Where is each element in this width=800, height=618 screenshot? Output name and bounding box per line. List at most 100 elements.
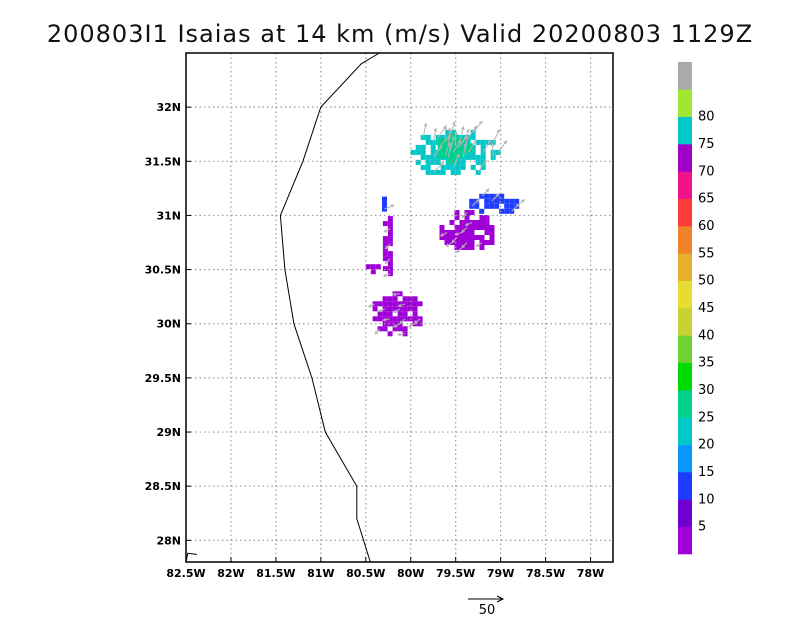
colorbar-label: 40 xyxy=(698,328,715,343)
wind-cell xyxy=(450,129,456,135)
wind-vector xyxy=(397,332,406,337)
wind-cell xyxy=(387,296,393,302)
colorbar-segment xyxy=(678,198,692,227)
wind-cell xyxy=(402,306,408,312)
wind-cell xyxy=(387,261,393,267)
wind-cell xyxy=(460,164,466,170)
longitude-ticks: 82.5W 82W 81.5W 81W 80.5W 80W 79.5W 79W 78.5W 78W xyxy=(166,557,604,580)
wind-cell xyxy=(402,296,408,302)
wind-cell xyxy=(449,220,455,225)
colorbar-label: 55 xyxy=(698,246,715,261)
wind-vector xyxy=(475,242,483,248)
wind-cell xyxy=(455,134,461,140)
wind-cell xyxy=(494,203,500,209)
wind-cell xyxy=(370,264,376,270)
wind-cell xyxy=(439,225,445,230)
wind-cell xyxy=(484,225,490,230)
wind-cell xyxy=(442,148,448,154)
wind-cell xyxy=(435,169,441,175)
wind-cell xyxy=(485,139,491,145)
wind-cell xyxy=(459,235,465,240)
wind-cell xyxy=(454,210,460,215)
wind-cell xyxy=(387,216,393,222)
wind-cell xyxy=(464,220,470,225)
wind-cell xyxy=(420,144,426,150)
wind-cell xyxy=(425,159,431,165)
wind-cell xyxy=(469,245,475,250)
wind-cell xyxy=(447,158,453,164)
wind-cell xyxy=(439,230,445,235)
wind-cell xyxy=(484,203,490,209)
wind-cell xyxy=(387,231,393,237)
wind-cell xyxy=(484,193,490,199)
wind-cell xyxy=(444,240,450,245)
wind-vector xyxy=(384,204,395,210)
wind-vector xyxy=(432,127,438,143)
wind-cell xyxy=(382,301,388,307)
wind-cell xyxy=(377,311,383,317)
colorbar-label: 5 xyxy=(698,520,706,535)
wind-cell xyxy=(392,301,398,307)
wind-cell xyxy=(402,311,408,317)
wind-vector xyxy=(413,318,421,324)
latitude-ticks: 28N 28.5N 29N 29.5N 30N 30.5N 31N 31.5N 32N xyxy=(145,101,191,547)
wind-vector xyxy=(422,122,428,138)
wind-cell xyxy=(397,326,403,332)
colorbar-segment xyxy=(678,362,692,391)
wind-vector xyxy=(382,273,391,277)
wind-vector xyxy=(491,193,500,202)
wind-cell xyxy=(415,159,421,165)
wind-cell xyxy=(415,149,421,155)
wind-cell xyxy=(499,208,505,214)
colorbar-segment xyxy=(678,444,692,473)
wind-vector xyxy=(399,318,406,325)
wind-cell xyxy=(457,153,463,159)
wind-cell xyxy=(392,306,398,312)
colorbar-segment xyxy=(678,308,692,336)
wind-cell xyxy=(470,144,476,150)
wind-cell xyxy=(484,240,490,245)
wind-vector xyxy=(392,292,401,297)
wind-vector xyxy=(384,258,391,265)
lat-tick-label: 32N xyxy=(156,101,181,114)
wind-cell xyxy=(437,138,443,144)
wind-cell xyxy=(464,245,470,250)
colorbar-label: 80 xyxy=(698,110,715,125)
wind-cell xyxy=(479,208,485,214)
wind-vector xyxy=(392,323,401,328)
wind-cell xyxy=(474,235,480,240)
wind-cell xyxy=(469,240,475,245)
colorbar-label: 25 xyxy=(698,410,715,425)
wind-cell xyxy=(387,251,393,257)
wind-cell xyxy=(480,154,486,160)
wind-cell xyxy=(365,264,371,270)
wind-cell xyxy=(469,198,475,204)
wind-cell xyxy=(412,301,418,307)
wind-vector xyxy=(407,323,416,328)
colorbar-label: 75 xyxy=(698,137,715,152)
wind-cell xyxy=(407,316,413,322)
wind-cell xyxy=(397,301,403,307)
wind-cell xyxy=(407,301,413,307)
wind-cell xyxy=(430,159,436,165)
wind-cell xyxy=(467,143,473,149)
wind-cell xyxy=(469,225,475,230)
wind-cell xyxy=(489,193,495,199)
lon-tick-label: 80.5W xyxy=(346,567,385,580)
colorbar-label: 70 xyxy=(698,164,715,179)
lon-tick-label: 79.5W xyxy=(436,567,475,580)
wind-vector xyxy=(445,242,453,248)
wind-cell xyxy=(455,159,461,165)
wind-cell xyxy=(410,149,416,155)
wind-cell xyxy=(452,148,458,154)
wind-vector xyxy=(449,136,455,151)
wind-cell xyxy=(382,221,388,227)
wind-cell xyxy=(377,301,383,307)
wind-cell xyxy=(454,215,460,220)
wind-cell xyxy=(474,220,480,225)
wind-cell xyxy=(484,230,490,235)
wind-vector xyxy=(444,141,451,156)
colorbar-segment xyxy=(678,499,692,527)
wind-cell xyxy=(494,198,500,204)
wind-cell xyxy=(484,220,490,225)
